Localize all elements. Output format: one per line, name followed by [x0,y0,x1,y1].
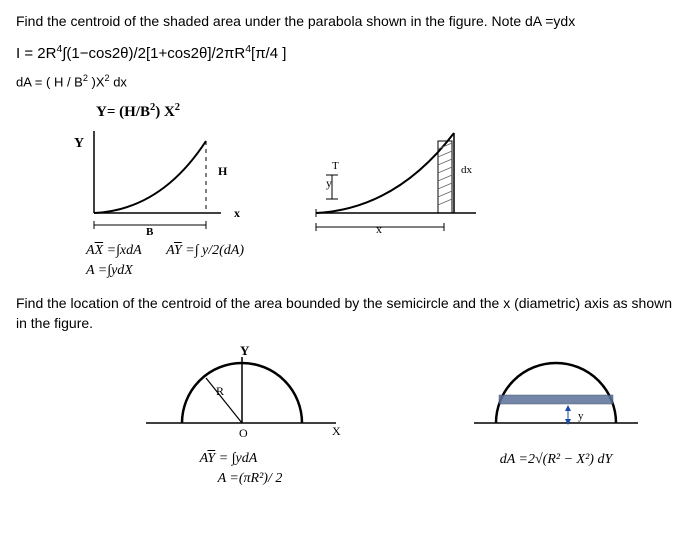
eq-da-semicircle: dA =2√(R² − X²) dY [500,450,613,470]
parabola-svg: Y H x B [66,125,256,235]
svg-text:T: T [332,160,339,172]
svg-text:Y: Y [240,343,250,358]
eq-below-semicircle: AY = ∫ydA A =(πR²)/ 2 [200,449,283,488]
svg-text:y: y [578,410,584,422]
problem2-text: Find the location of the centroid of the… [16,294,684,333]
figure-parabola-left: Y= (H/B2) X2 Y H x B AX =∫xdA AY =∫ y/2(… [66,101,256,280]
figure-semicircle-right: y dA =2√(R² − X²) dY [466,343,646,470]
svg-text:R: R [216,384,224,398]
integral-formula: I = 2R4∫(1−cos2θ)/2[1+cos2θ]/2πR4[π/4 ] [16,42,684,64]
svg-text:H: H [218,164,228,178]
eq-below-left: AX =∫xdA AY =∫ y/2(dA) A =∫ydX [86,241,244,280]
svg-text:Y: Y [74,136,84,151]
svg-text:y: y [326,176,332,190]
svg-text:dx: dx [461,164,473,176]
svg-text:O: O [239,426,248,440]
parabola-strip-svg: dx y T x [296,123,496,233]
curve-equation: Y= (H/B2) X2 [96,101,180,123]
svg-text:B: B [146,226,154,235]
svg-text:x: x [376,222,382,233]
semicircle-strip-svg: y [466,343,646,438]
semicircle-svg: Y R O X [136,343,346,443]
svg-text:x: x [234,206,240,220]
hatch-strip [438,141,452,213]
da-formula: dA = ( H / B2 )X2 dx [16,72,684,92]
problem1-text: Find the centroid of the shaded area und… [16,12,684,32]
figure-parabola-right: dx y T x [296,123,496,233]
figure-semicircle-left: Y R O X AY = ∫ydA A =(πR²)/ 2 [136,343,346,488]
svg-text:X: X [332,424,341,438]
